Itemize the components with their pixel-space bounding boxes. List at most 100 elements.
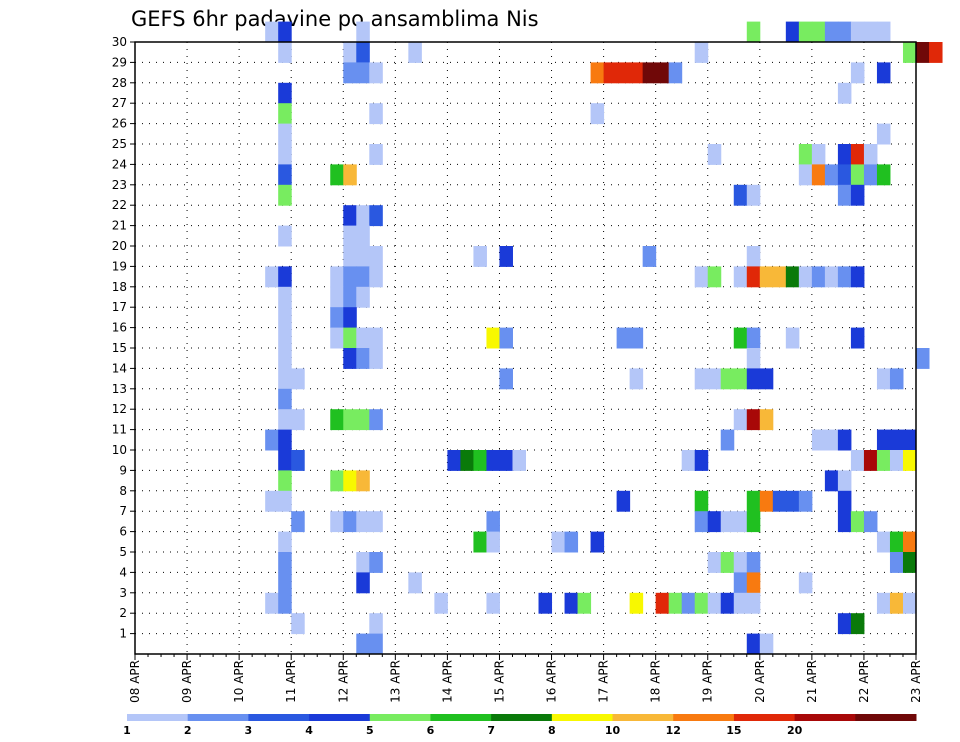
heatmap-cell — [863, 21, 878, 43]
heatmap-cell — [785, 266, 800, 288]
heatmap-cell — [824, 429, 839, 451]
heatmap-cell — [343, 307, 357, 329]
heatmap-cell — [746, 511, 761, 533]
legend-label: 3 — [245, 724, 253, 737]
heatmap-cell — [590, 531, 605, 553]
heatmap-cell — [837, 470, 852, 492]
heatmap-cell — [863, 164, 878, 186]
heatmap-cell — [278, 21, 292, 43]
x-tick-label: 18 APR — [649, 660, 663, 703]
heatmap-cell — [746, 368, 761, 390]
heatmap-cell — [746, 490, 761, 512]
heatmap-cell — [551, 531, 566, 553]
heatmap-cell — [850, 327, 865, 349]
legend-label: 7 — [487, 724, 495, 737]
heatmap-cell — [343, 164, 357, 186]
heatmap-cell — [265, 266, 279, 288]
heatmap-cell — [590, 62, 605, 84]
heatmap-cell — [408, 572, 422, 594]
heatmap-cell — [356, 21, 370, 43]
heatmap-cell — [772, 490, 787, 512]
heatmap-cell — [681, 592, 696, 614]
heatmap-cell — [876, 450, 891, 471]
y-tick-label: 20 — [112, 239, 127, 253]
heatmap-cell — [889, 592, 904, 614]
heatmap-cell — [707, 552, 722, 573]
y-tick-label: 7 — [119, 504, 127, 518]
heatmap-cell — [889, 450, 904, 471]
y-tick-label: 26 — [112, 117, 127, 131]
heatmap-cell — [486, 531, 500, 553]
y-tick-label: 11 — [112, 423, 127, 437]
heatmap-cell — [707, 368, 722, 390]
y-tick-label: 10 — [112, 443, 127, 457]
heatmap-cell — [356, 286, 370, 308]
heatmap-cell — [733, 409, 748, 431]
heatmap-cell — [850, 266, 865, 288]
heatmap-cell — [369, 205, 383, 227]
y-tick-label: 25 — [112, 137, 127, 151]
heatmap-cell — [655, 62, 670, 84]
heatmap-cell — [265, 429, 279, 451]
heatmap-cell — [278, 82, 292, 104]
heatmap-cell — [356, 266, 370, 288]
heatmap-cell — [876, 21, 891, 43]
heatmap-cell — [642, 246, 657, 267]
heatmap-cell — [876, 164, 891, 186]
y-tick-label: 5 — [119, 545, 127, 559]
heatmap-cell — [369, 409, 383, 431]
heatmap-cell — [863, 144, 878, 165]
x-tick-label: 22 APR — [857, 660, 871, 703]
heatmap-cell — [889, 552, 904, 573]
heatmap-cell — [356, 348, 370, 369]
y-tick-label: 24 — [112, 157, 127, 171]
heatmap-cell — [876, 592, 891, 614]
x-tick-label: 15 APR — [492, 660, 506, 703]
heatmap-cell — [824, 164, 839, 186]
heatmap-cell — [902, 592, 917, 614]
heatmap-cell — [785, 490, 800, 512]
heatmap-cell — [837, 429, 852, 451]
y-tick-label: 29 — [112, 55, 127, 69]
heatmap-cell — [369, 613, 383, 635]
heatmap-cell — [343, 205, 357, 227]
heatmap-cell — [278, 450, 292, 471]
heatmap-cell — [473, 246, 487, 267]
y-tick-label: 22 — [112, 198, 127, 212]
heatmap-cell — [850, 511, 865, 533]
legend-swatch — [855, 714, 917, 721]
x-tick-label: 20 APR — [753, 660, 767, 703]
heatmap-cell — [343, 511, 357, 533]
heatmap-cell — [746, 327, 761, 349]
heatmap-cell — [356, 409, 370, 431]
legend-swatch — [369, 714, 431, 721]
heatmap-cell — [811, 144, 826, 165]
x-axis: 08 APR 09 APR 10 APR 11 APR 12 APR 13 APR 14 A… — [128, 654, 923, 703]
heatmap-cell — [876, 429, 891, 451]
heatmap-cell — [746, 572, 761, 594]
heatmap-cell — [720, 552, 735, 573]
heatmap-cell — [343, 470, 357, 492]
legend-label: 15 — [726, 724, 741, 737]
heatmap-cell — [811, 429, 826, 451]
heatmap-cell — [785, 327, 800, 349]
heatmap-cell — [746, 246, 761, 267]
heatmap-cell — [278, 103, 292, 125]
heatmap-cell — [330, 470, 344, 492]
legend-swatch — [127, 714, 189, 721]
heatmap-cell — [694, 42, 709, 63]
legend-swatch — [673, 714, 735, 721]
heatmap-cell — [837, 184, 852, 206]
heatmap-cell — [564, 592, 579, 614]
y-axis: 1234567891011121314151617181920212223242… — [112, 35, 135, 641]
heatmap-cell — [369, 327, 383, 349]
x-tick-label: 16 APR — [545, 660, 559, 703]
heatmap-cell — [707, 592, 722, 614]
heatmap-cell — [278, 327, 292, 349]
heatmap-cell — [902, 42, 917, 63]
heatmap-cell — [694, 490, 709, 512]
heatmap-cell — [798, 144, 813, 165]
heatmap-cell — [629, 592, 644, 614]
legend-swatch — [491, 714, 553, 721]
heatmap-cell — [707, 144, 722, 165]
